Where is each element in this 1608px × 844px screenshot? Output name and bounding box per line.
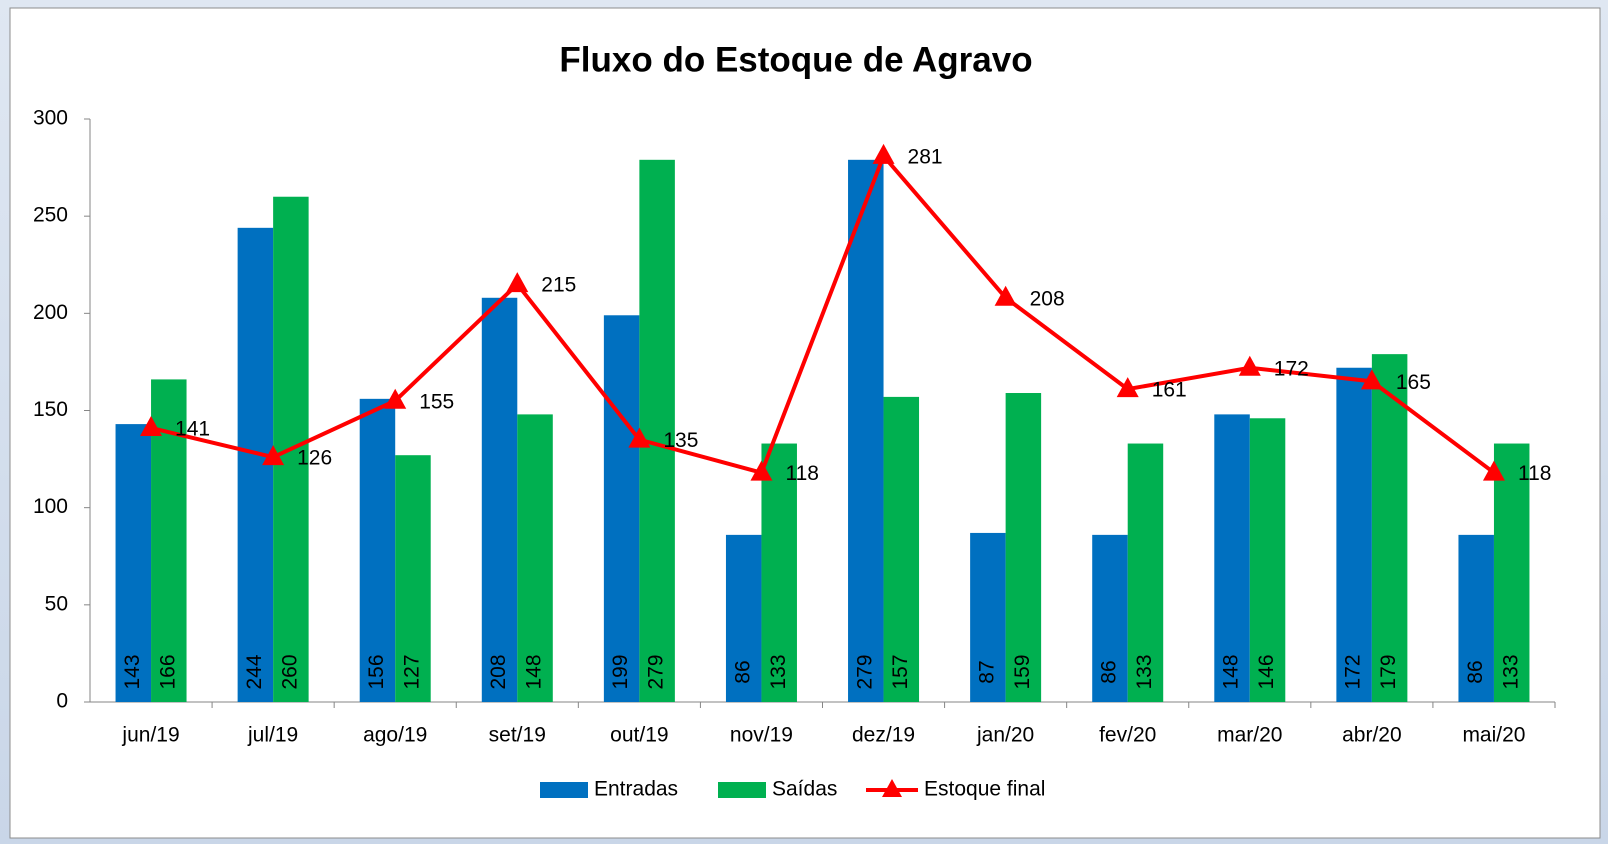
bar-value-label: 159 xyxy=(1011,654,1034,689)
bar-value-label: 86 xyxy=(731,660,754,683)
line-marker xyxy=(384,388,407,409)
legend-label: Estoque final xyxy=(924,778,1045,801)
line-value-label: 215 xyxy=(541,274,576,297)
bar xyxy=(725,534,762,702)
bar-value-label: 133 xyxy=(1133,654,1156,689)
bar xyxy=(1493,443,1530,702)
line-marker xyxy=(1238,355,1261,376)
bar xyxy=(603,315,640,702)
bar xyxy=(1336,367,1372,702)
line-value-label: 126 xyxy=(297,447,332,470)
y-tick-label: 150 xyxy=(33,398,68,421)
line-value-label: 161 xyxy=(1152,379,1187,402)
bar-value-label: 279 xyxy=(645,654,668,689)
bar xyxy=(481,297,518,702)
legend-swatch xyxy=(718,782,766,798)
line-value-label: 135 xyxy=(663,429,698,452)
bar xyxy=(761,443,797,702)
line-value-label: 208 xyxy=(1030,287,1065,310)
bar xyxy=(1458,534,1494,702)
line-value-label: 118 xyxy=(785,462,818,485)
x-tick-label: mar/20 xyxy=(1217,724,1282,747)
bar-value-label: 148 xyxy=(1220,654,1243,689)
y-tick-label: 0 xyxy=(56,690,68,713)
bar xyxy=(359,398,396,702)
bar xyxy=(517,414,553,702)
bar-value-label: 87 xyxy=(975,660,998,683)
bar-value-label: 143 xyxy=(121,654,144,689)
y-tick-label: 200 xyxy=(33,301,68,324)
bar-value-label: 157 xyxy=(889,654,912,689)
line-value-label: 165 xyxy=(1396,371,1431,394)
line-marker xyxy=(628,427,651,448)
bar-value-label: 86 xyxy=(1464,660,1487,683)
line-value-label: 155 xyxy=(419,390,454,413)
bar xyxy=(1371,354,1408,702)
bar-value-label: 244 xyxy=(243,654,266,689)
bar xyxy=(639,159,675,702)
bar-value-label: 172 xyxy=(1342,654,1365,689)
line-marker xyxy=(750,460,773,481)
legend-label: Saídas xyxy=(772,778,837,801)
x-tick-label: dez/19 xyxy=(852,724,915,747)
line-marker xyxy=(262,445,285,466)
bar-value-label: 279 xyxy=(853,654,876,689)
legend-label: Entradas xyxy=(594,778,678,801)
y-tick-label: 250 xyxy=(33,204,68,227)
line-marker xyxy=(1482,460,1505,481)
x-tick-label: fev/20 xyxy=(1099,724,1156,747)
line-marker xyxy=(140,415,163,436)
bar-value-label: 166 xyxy=(156,654,179,689)
bar xyxy=(395,455,431,702)
bar xyxy=(115,424,152,702)
line-marker xyxy=(1116,377,1139,398)
legend-marker xyxy=(882,779,902,797)
line-value-label: 172 xyxy=(1274,357,1309,380)
bar xyxy=(970,532,1006,702)
bar-value-label: 260 xyxy=(278,654,301,689)
x-tick-label: set/19 xyxy=(489,724,546,747)
x-tick-label: jul/19 xyxy=(247,724,298,747)
y-tick-label: 100 xyxy=(33,495,68,518)
bar xyxy=(883,396,920,702)
legend-swatch xyxy=(540,782,588,798)
bar xyxy=(1005,393,1042,702)
bar-value-label: 127 xyxy=(401,654,424,689)
x-tick-label: jun/19 xyxy=(121,724,179,747)
bar xyxy=(1249,418,1286,702)
bar xyxy=(1092,534,1128,702)
bar-value-label: 86 xyxy=(1098,660,1121,683)
bar-value-label: 156 xyxy=(365,654,388,689)
line-marker xyxy=(1360,369,1383,390)
line-marker xyxy=(872,143,895,164)
bar xyxy=(1214,414,1250,702)
x-tick-label: mai/20 xyxy=(1462,724,1525,747)
y-tick-label: 50 xyxy=(45,592,68,615)
bar xyxy=(848,159,884,702)
line-value-label: 281 xyxy=(908,145,943,168)
bar-value-label: 148 xyxy=(523,654,546,689)
line-marker xyxy=(506,272,529,293)
line xyxy=(150,152,1496,476)
bar xyxy=(1127,443,1164,702)
x-tick-label: jan/20 xyxy=(976,724,1034,747)
bar-value-label: 133 xyxy=(1499,654,1522,689)
chart-title: Fluxo do Estoque de Agravo xyxy=(559,40,1032,79)
line-value-label: 118 xyxy=(1518,462,1551,485)
x-tick-label: nov/19 xyxy=(730,724,793,747)
bar-value-label: 208 xyxy=(487,654,510,689)
x-tick-label: ago/19 xyxy=(363,724,427,747)
x-tick-label: out/19 xyxy=(610,724,668,747)
bar-value-label: 146 xyxy=(1255,654,1278,689)
x-tick-label: abr/20 xyxy=(1342,724,1402,747)
bar-value-label: 133 xyxy=(767,654,790,689)
bar-value-label: 199 xyxy=(609,654,632,689)
line-marker xyxy=(994,285,1017,306)
bar-value-label: 179 xyxy=(1377,654,1400,689)
y-tick-label: 300 xyxy=(33,107,68,130)
line-value-label: 141 xyxy=(175,418,210,441)
